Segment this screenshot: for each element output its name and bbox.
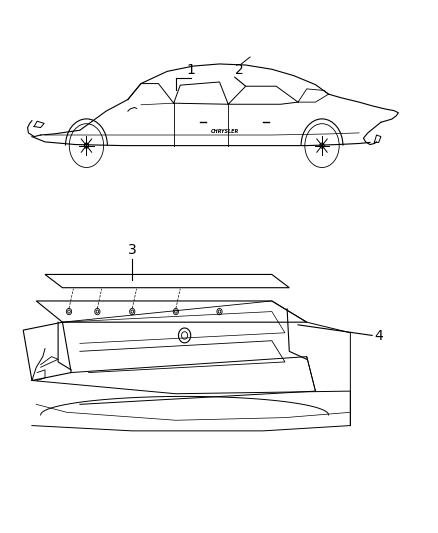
Text: 2: 2 [234, 63, 243, 77]
Text: CHRYSLER: CHRYSLER [210, 129, 238, 134]
Text: 3: 3 [127, 243, 136, 257]
Text: 1: 1 [186, 63, 195, 77]
Text: 4: 4 [374, 329, 382, 343]
